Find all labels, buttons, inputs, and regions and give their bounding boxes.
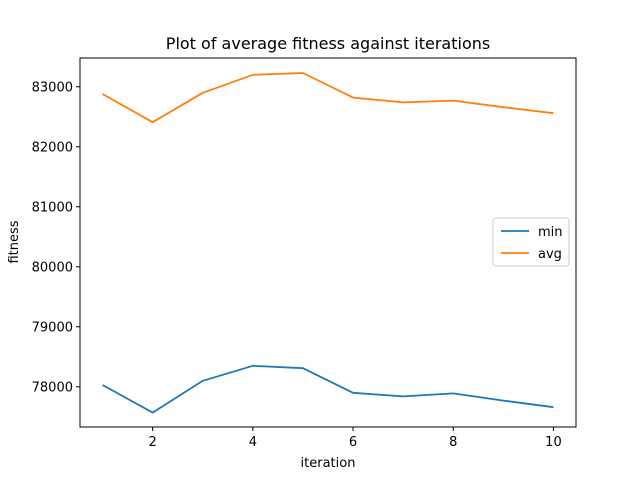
legend-label-min: min	[538, 225, 563, 240]
y-axis-label: fitness	[7, 220, 22, 263]
x-tick-label: 8	[449, 435, 457, 450]
x-tick-label: 2	[149, 435, 157, 450]
legend: min avg	[492, 217, 570, 267]
y-tick-label: 80000	[32, 260, 73, 275]
x-axis-label: iteration	[301, 456, 356, 471]
y-tick-label: 83000	[32, 80, 73, 95]
x-tick-label: 4	[249, 435, 257, 450]
y-tick-label: 82000	[32, 140, 73, 155]
legend-label-avg: avg	[538, 247, 562, 262]
x-tick-label: 10	[545, 435, 562, 450]
chart-title: Plot of average fitness against iteratio…	[166, 34, 490, 53]
axes-frame	[79, 57, 577, 428]
y-tick-label: 79000	[32, 320, 73, 335]
legend-box	[492, 217, 570, 267]
plot-area: 2 4 6 8 10 78000 79000 80000 81000 82000 83000	[32, 57, 577, 450]
series-line-min	[102, 364, 554, 414]
y-tick-label: 81000	[32, 200, 73, 215]
series-line-avg	[102, 72, 554, 124]
x-tick-label: 6	[349, 435, 357, 450]
y-tick-label: 78000	[32, 380, 73, 395]
